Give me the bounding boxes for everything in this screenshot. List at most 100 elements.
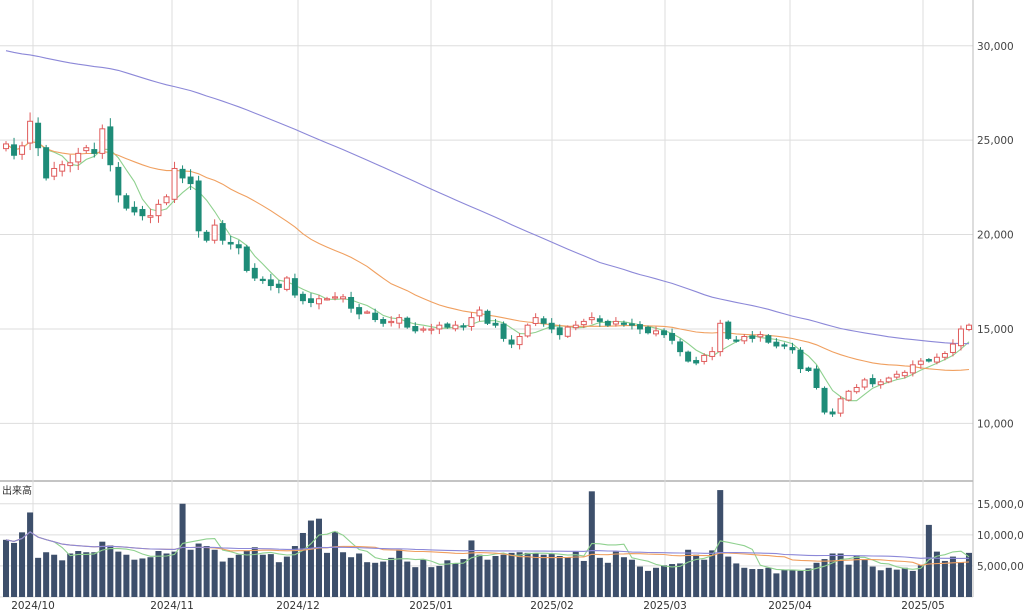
candle-body: [35, 122, 42, 149]
candle: [588, 312, 595, 325]
candle-body: [251, 267, 258, 279]
candle-body: [733, 339, 740, 342]
candle: [709, 346, 716, 361]
volume-bar: [372, 562, 379, 597]
volume-bar: [492, 555, 499, 597]
volume-bar: [468, 540, 475, 597]
volume-bar: [877, 570, 884, 597]
candle-body: [653, 330, 660, 335]
candle-body: [789, 347, 796, 351]
candle-body: [235, 244, 242, 249]
candle: [516, 333, 523, 350]
candle-body: [195, 180, 202, 232]
grid-lines: [0, 0, 974, 598]
candle-body: [508, 339, 515, 345]
candle-body: [500, 323, 507, 339]
candle-body: [693, 360, 700, 364]
volume-bar: [307, 520, 314, 597]
candle: [219, 220, 226, 245]
candle-body: [123, 195, 130, 209]
candle-body: [620, 322, 627, 325]
volume-bar: [19, 532, 26, 597]
candle-body: [484, 310, 491, 324]
ma-long-line: [5, 50, 970, 345]
candle: [620, 320, 627, 327]
candle-body: [67, 162, 74, 167]
volume-bar: [75, 551, 82, 597]
volume-bar: [267, 554, 274, 597]
candle-body: [171, 167, 178, 200]
candle: [3, 141, 10, 152]
candle-body: [340, 296, 347, 300]
candle-body: [861, 379, 868, 388]
candle-body: [596, 318, 603, 322]
candle-body: [107, 126, 114, 166]
candle: [901, 370, 908, 379]
date-label: 2024/11: [150, 600, 194, 612]
candle: [476, 306, 483, 322]
volume-bar: [227, 557, 234, 597]
candle-body: [701, 354, 708, 362]
candle: [163, 194, 170, 206]
candle: [388, 316, 395, 327]
date-label: 2025/01: [409, 600, 453, 612]
candle-body: [307, 298, 314, 304]
volume-tick-label: 15,000,000: [977, 499, 1024, 511]
candle-body: [259, 278, 266, 282]
candle-body: [412, 326, 419, 332]
candle: [612, 317, 619, 327]
candle: [885, 376, 892, 384]
volume-bar: [147, 557, 154, 597]
volume-bar: [275, 562, 282, 597]
candle: [645, 325, 651, 335]
volume-bar: [532, 553, 539, 597]
candle-body: [757, 334, 764, 338]
candle-body: [315, 298, 322, 305]
candle: [155, 199, 162, 223]
candle: [837, 396, 844, 417]
volume-bar: [540, 554, 547, 597]
volume-bar: [685, 549, 692, 597]
volume-bar: [701, 559, 708, 597]
volume-bar: [484, 559, 491, 597]
volume-moving-averages: [5, 530, 970, 571]
candle: [43, 144, 50, 181]
candle: [596, 315, 603, 327]
candle: [957, 325, 964, 351]
candlesticks: [3, 112, 972, 417]
volume-bar: [444, 560, 451, 597]
candle: [227, 235, 234, 250]
volume-bar: [813, 562, 820, 597]
volume-bar: [861, 559, 868, 597]
volume-panel-title: 出来高: [2, 484, 32, 497]
candle-body: [677, 341, 684, 353]
candle-body: [604, 320, 611, 326]
candle: [123, 193, 130, 211]
volume-bar: [43, 552, 50, 597]
candle-body: [324, 298, 330, 301]
volume-bar: [741, 567, 748, 597]
candle: [733, 335, 740, 343]
candle: [580, 318, 587, 329]
volume-bar: [115, 551, 122, 597]
candle-body: [91, 149, 98, 154]
candle: [380, 316, 387, 327]
volume-bar: [957, 562, 964, 597]
candle: [861, 377, 868, 390]
volume-bar: [420, 559, 427, 597]
candle: [91, 142, 98, 158]
candle: [821, 386, 828, 415]
volume-ma-short-line: [5, 530, 970, 571]
candle: [412, 322, 419, 334]
candle-body: [348, 296, 355, 309]
volume-bar: [27, 512, 34, 597]
candle-body: [211, 224, 218, 241]
volume-bar: [564, 557, 571, 597]
candle: [324, 296, 330, 301]
date-label: 2025/03: [643, 600, 687, 612]
volume-bar: [941, 560, 948, 597]
candle: [444, 322, 451, 329]
candle: [187, 169, 194, 191]
volume-ma-long-line: [5, 531, 970, 559]
volume-bar: [3, 539, 10, 597]
